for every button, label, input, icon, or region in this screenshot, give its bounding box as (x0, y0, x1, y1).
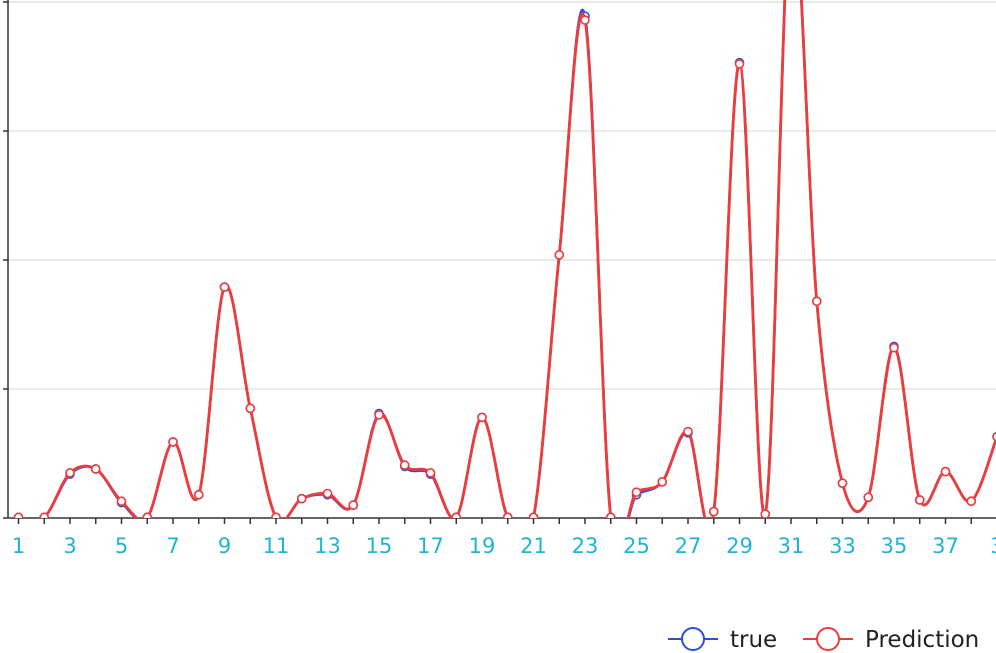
data-point[interactable] (992, 432, 996, 442)
data-point[interactable] (116, 496, 127, 507)
legend-label: true (730, 627, 777, 653)
data-point[interactable] (760, 509, 771, 518)
data-point[interactable] (296, 493, 307, 504)
data-point[interactable] (914, 495, 925, 505)
data-point[interactable] (734, 59, 745, 69)
data-point[interactable] (554, 250, 565, 260)
x-tick-label: 21 (520, 534, 547, 558)
x-tick-label: 3 (63, 534, 76, 558)
data-point[interactable] (966, 496, 977, 507)
legend-item-true[interactable]: true (668, 627, 777, 653)
x-tick-label: 5 (115, 534, 128, 558)
data-point[interactable] (631, 487, 642, 498)
data-point[interactable] (657, 477, 668, 487)
series-prediction (13, 0, 996, 521)
data-point[interactable] (219, 282, 230, 292)
x-tick-label: 3 (990, 534, 996, 558)
data-point[interactable] (399, 460, 410, 470)
series-line (18, 0, 996, 518)
x-tick-label: 1 (12, 534, 25, 558)
data-point[interactable] (502, 512, 513, 521)
series-layer (13, 0, 996, 521)
x-tick-label: 37 (932, 534, 959, 558)
x-tick-label: 11 (263, 534, 290, 558)
axes (3, 0, 996, 519)
data-point[interactable] (13, 512, 24, 521)
data-point[interactable] (348, 500, 359, 510)
data-point[interactable] (142, 512, 153, 521)
x-tick-label: 33 (829, 534, 856, 558)
data-point[interactable] (90, 464, 101, 474)
legend[interactable]: true Prediction (668, 627, 979, 653)
data-point[interactable] (193, 489, 204, 500)
x-axis-ticks: 1357911131517192123252729313335373 (12, 518, 996, 558)
data-point[interactable] (837, 478, 848, 488)
data-point[interactable] (65, 468, 75, 478)
data-point[interactable] (168, 437, 178, 447)
data-point[interactable] (863, 492, 874, 503)
x-tick-label: 15 (366, 534, 393, 558)
x-tick-label: 23 (572, 534, 599, 558)
data-point[interactable] (245, 403, 256, 414)
data-point[interactable] (683, 426, 693, 437)
data-point[interactable] (322, 488, 333, 499)
x-tick-label: 27 (675, 534, 702, 558)
data-point[interactable] (605, 512, 616, 521)
x-tick-label: 29 (726, 534, 753, 558)
data-point[interactable] (811, 296, 822, 307)
data-point[interactable] (940, 466, 951, 477)
data-point[interactable] (374, 409, 384, 420)
data-point[interactable] (271, 512, 281, 521)
data-point[interactable] (708, 506, 719, 517)
x-tick-label: 17 (417, 534, 444, 558)
data-point[interactable] (580, 15, 590, 25)
x-tick-label: 7 (166, 534, 179, 558)
legend-label: Prediction (865, 627, 979, 653)
legend-marker-icon (681, 627, 705, 651)
data-point[interactable] (528, 512, 539, 521)
x-tick-label: 13 (314, 534, 341, 558)
data-point[interactable] (889, 342, 899, 353)
legend-item-prediction[interactable]: Prediction (803, 627, 979, 653)
data-point[interactable] (39, 512, 50, 521)
series-line (18, 0, 996, 518)
data-point[interactable] (477, 412, 487, 423)
x-tick-label: 19 (469, 534, 496, 558)
grid-lines (8, 1, 996, 390)
data-point[interactable] (451, 512, 462, 521)
x-tick-label: 25 (623, 534, 650, 558)
x-tick-label: 31 (778, 534, 805, 558)
x-tick-label: 35 (881, 534, 908, 558)
data-point[interactable] (425, 468, 436, 478)
x-tick-label: 9 (218, 534, 231, 558)
legend-marker-icon (816, 627, 840, 651)
